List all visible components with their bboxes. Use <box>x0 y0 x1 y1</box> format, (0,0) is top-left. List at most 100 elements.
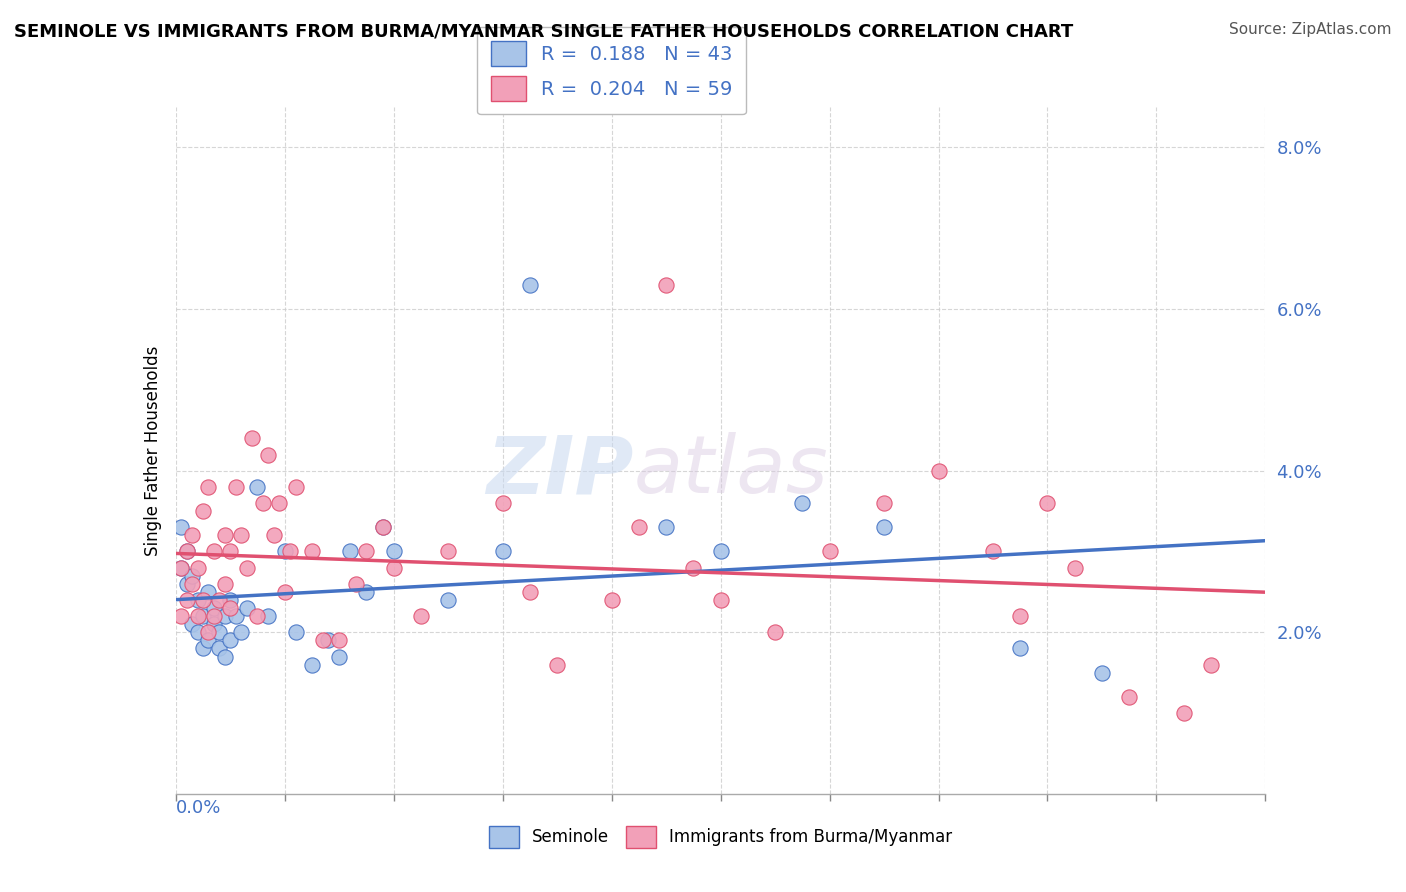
Point <box>240 431 263 445</box>
Point <box>246 609 269 624</box>
Point <box>235 601 257 615</box>
Point <box>873 496 896 510</box>
Point <box>225 480 247 494</box>
Point <box>257 609 280 624</box>
Point <box>202 609 225 624</box>
Point <box>284 480 307 494</box>
Text: Source: ZipAtlas.com: Source: ZipAtlas.com <box>1229 22 1392 37</box>
Point <box>269 496 291 510</box>
Point <box>655 277 678 292</box>
Point <box>710 544 733 558</box>
Point <box>246 480 269 494</box>
Point <box>437 544 460 558</box>
Point <box>1036 496 1059 510</box>
Point <box>208 625 231 640</box>
Point <box>682 560 704 574</box>
Point <box>202 544 225 558</box>
Point <box>191 504 214 518</box>
Point <box>274 544 297 558</box>
Point <box>186 593 209 607</box>
Point <box>219 601 242 615</box>
Point <box>197 480 219 494</box>
Point <box>1199 657 1222 672</box>
Point <box>181 528 204 542</box>
Point <box>219 544 242 558</box>
Point <box>170 609 193 624</box>
Point <box>1173 706 1195 720</box>
Point <box>1010 641 1032 656</box>
Point <box>176 544 198 558</box>
Point <box>356 585 378 599</box>
Point <box>312 633 335 648</box>
Point <box>328 649 350 664</box>
Point <box>181 576 204 591</box>
Point <box>214 576 236 591</box>
Point <box>546 657 568 672</box>
Point <box>170 560 193 574</box>
Point <box>257 448 280 462</box>
Text: 0.0%: 0.0% <box>176 799 221 817</box>
Point <box>186 609 209 624</box>
Point <box>382 560 405 574</box>
Point <box>928 464 950 478</box>
Point <box>492 496 515 510</box>
Text: SEMINOLE VS IMMIGRANTS FROM BURMA/MYANMAR SINGLE FATHER HOUSEHOLDS CORRELATION C: SEMINOLE VS IMMIGRANTS FROM BURMA/MYANMA… <box>14 22 1073 40</box>
Point <box>339 544 361 558</box>
Point <box>176 576 198 591</box>
Point <box>519 585 541 599</box>
Point <box>710 593 733 607</box>
Point <box>202 601 225 615</box>
Point <box>219 633 242 648</box>
Point <box>235 560 257 574</box>
Point <box>191 593 214 607</box>
Point <box>792 496 814 510</box>
Point <box>197 633 219 648</box>
Point <box>981 544 1004 558</box>
Text: ZIP: ZIP <box>486 432 633 510</box>
Point <box>284 625 307 640</box>
Point <box>873 520 896 534</box>
Point <box>208 641 231 656</box>
Point <box>181 617 204 632</box>
Point <box>214 649 236 664</box>
Point <box>202 617 225 632</box>
Point <box>409 609 432 624</box>
Point <box>382 544 405 558</box>
Point <box>231 528 253 542</box>
Point <box>225 609 247 624</box>
Point <box>371 520 394 534</box>
Point <box>1010 609 1032 624</box>
Point <box>274 585 297 599</box>
Point <box>627 520 650 534</box>
Point <box>191 641 214 656</box>
Point <box>176 544 198 558</box>
Point <box>181 568 204 582</box>
Point <box>176 593 198 607</box>
Point <box>191 609 214 624</box>
Point <box>197 585 219 599</box>
Point <box>186 625 209 640</box>
Y-axis label: Single Father Households: Single Father Households <box>143 345 162 556</box>
Point <box>214 528 236 542</box>
Point <box>492 544 515 558</box>
Point <box>356 544 378 558</box>
Point <box>170 520 193 534</box>
Point <box>437 593 460 607</box>
Point <box>214 609 236 624</box>
Point <box>655 520 678 534</box>
Point <box>600 593 623 607</box>
Point <box>328 633 350 648</box>
Point <box>1118 690 1140 704</box>
Point <box>263 528 285 542</box>
Point <box>252 496 274 510</box>
Point <box>219 593 242 607</box>
Point <box>186 560 209 574</box>
Point <box>344 576 367 591</box>
Point <box>301 657 323 672</box>
Point <box>278 544 301 558</box>
Point <box>763 625 786 640</box>
Point <box>301 544 323 558</box>
Point <box>519 277 541 292</box>
Point <box>1063 560 1085 574</box>
Point <box>231 625 253 640</box>
